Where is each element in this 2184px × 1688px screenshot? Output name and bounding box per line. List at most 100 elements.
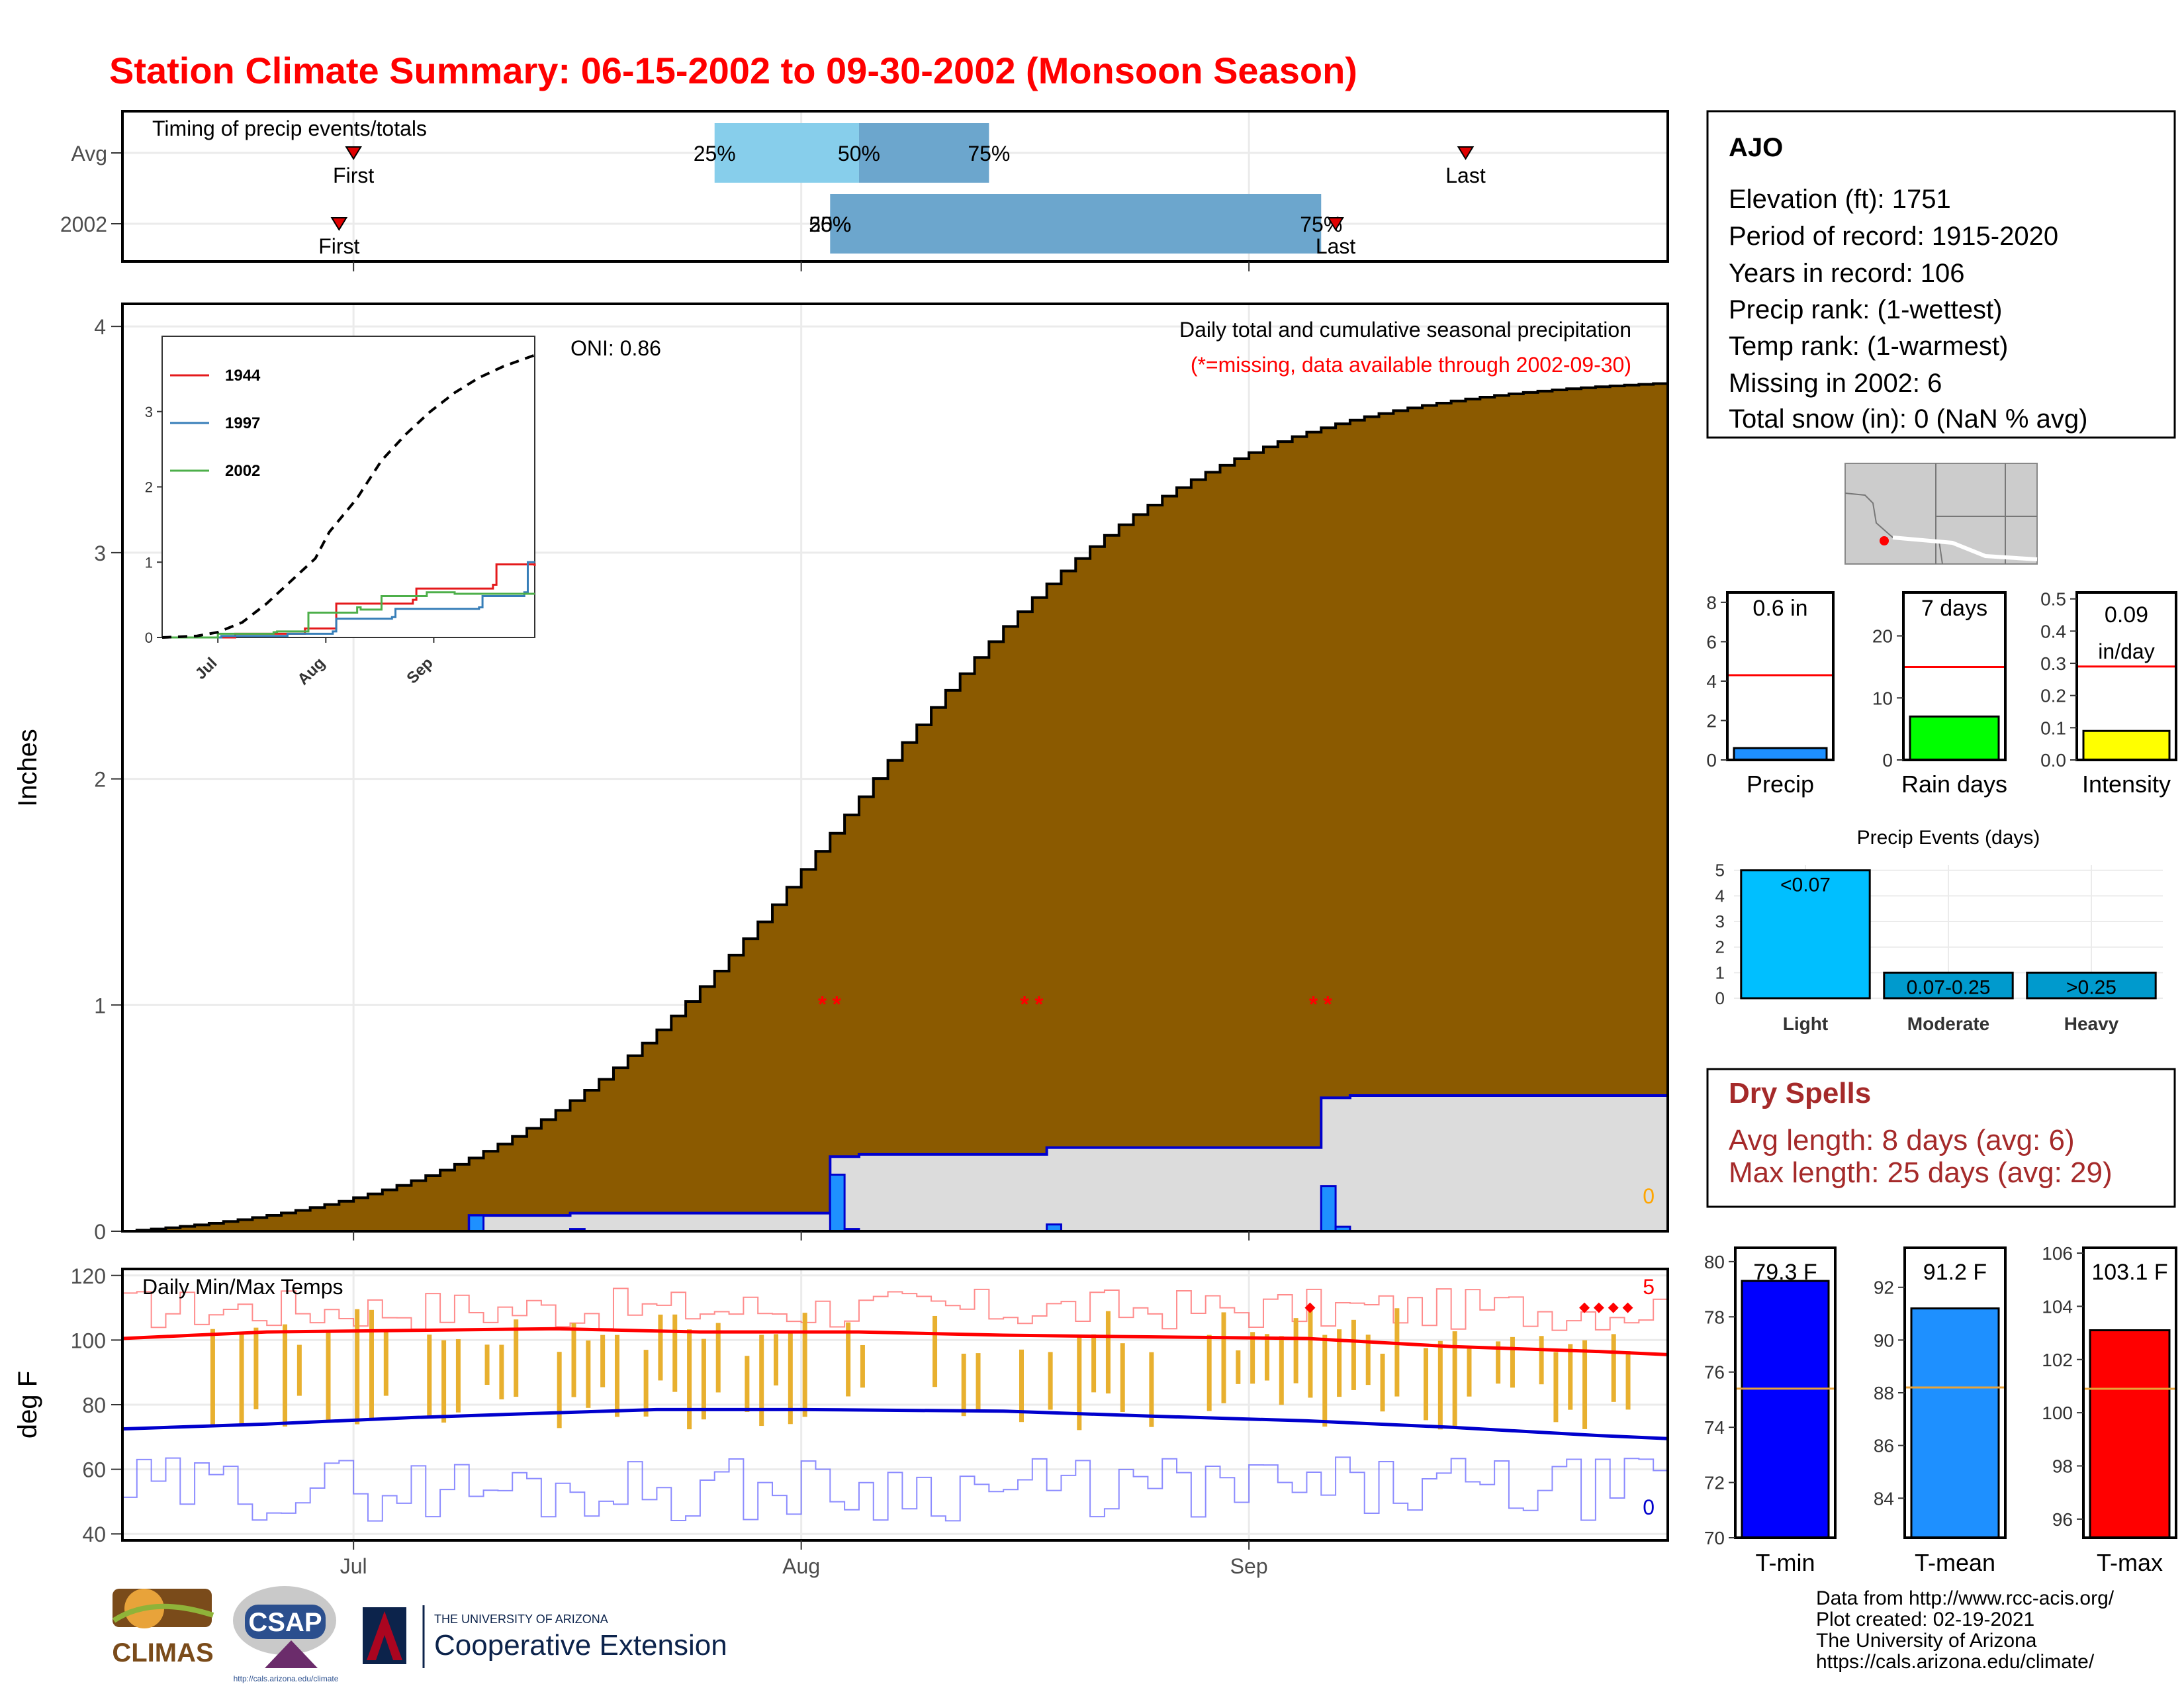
temperature-panel: 40 60 80 100 120 Daily Min/Max Temps 5 0 deg F Ju… <box>13 1264 1669 1578</box>
daily-temp-bar <box>961 1353 966 1417</box>
precip-y-tick-label: 0 <box>94 1220 106 1244</box>
daily-temp-bar <box>1553 1352 1559 1423</box>
precip-total-y-tick-label: 0 <box>1706 750 1717 771</box>
precip-total-y-tick-label: 6 <box>1706 632 1717 652</box>
precip-total-frame <box>1726 591 1835 761</box>
climas-logo: CLIMAS <box>112 1589 214 1667</box>
rain-days-category-label: Rain days <box>1901 771 2007 798</box>
daily-temp-bar <box>1365 1335 1371 1385</box>
daily-temp-bar <box>1625 1351 1631 1410</box>
daily-temp-bar <box>1452 1331 1457 1429</box>
footer-line: Plot created: 02-19-2021 <box>1816 1609 2034 1630</box>
oni-label: ONI: 0.86 <box>570 336 661 360</box>
daily-temp-bar <box>1206 1335 1212 1411</box>
seasonal-temperature-panels: 70 72 74 76 78 80 79.3 F T-min 84 86 88 90 92 91.2 F T… <box>1704 1243 2177 1576</box>
precip-events-y-tick-label: 3 <box>1715 912 1725 931</box>
daily-temp-bar <box>557 1352 562 1429</box>
inset-legend-label: 1944 <box>225 367 261 385</box>
daily-temp-bar <box>658 1314 663 1381</box>
timing-last-marker <box>1457 146 1475 160</box>
inset-frame <box>161 336 535 638</box>
timing-bar-50-75 <box>858 123 989 183</box>
precip-frame <box>121 303 1669 1233</box>
precip-events-y-tick-label: 5 <box>1715 861 1725 880</box>
daily-temp-bar <box>1568 1344 1573 1410</box>
daily-precip-bar <box>1320 1185 1337 1233</box>
precip-events-bar <box>2026 971 2157 1000</box>
daily-temp-bar <box>296 1344 302 1396</box>
daily-temp-bar <box>326 1333 331 1422</box>
svg-text:THE UNIVERSITY OF ARIZONA: THE UNIVERSITY OF ARIZONA <box>434 1613 608 1626</box>
daily-temp-bar <box>369 1309 374 1421</box>
daily-temp-bar <box>1539 1336 1544 1385</box>
station-line: Total snow (in): 0 (NaN % avg) <box>1729 404 2087 434</box>
daily-temp-bar <box>210 1329 215 1425</box>
daily-temp-bar <box>1279 1336 1284 1405</box>
station-info-box: AJO Elevation (ft): 1751 Period of recor… <box>1706 110 2176 439</box>
timing-p75-label: 75% <box>968 142 1010 165</box>
daily-temp-bar <box>1221 1312 1226 1403</box>
precip-total-value-label: 0.6 in <box>1752 596 1807 621</box>
rain-days-frame <box>1902 591 2007 761</box>
precip-events-y-tick-label: 0 <box>1715 988 1725 1008</box>
daily-temp-bar <box>687 1329 692 1430</box>
daily-temp-bar <box>514 1319 519 1397</box>
temp-max-y-tick-label: 104 <box>2042 1296 2073 1317</box>
daily-temp-bar <box>441 1340 447 1423</box>
svg-text:Cooperative Extension: Cooperative Extension <box>434 1629 727 1662</box>
temp-min-y-tick-label: 80 <box>1704 1252 1725 1272</box>
temps-y-tick-label: 60 <box>82 1458 106 1482</box>
daily-temp-bar <box>586 1340 591 1408</box>
temp-mean-y-tick-label: 84 <box>1874 1488 1894 1509</box>
timing-p50-label: 50% <box>838 142 880 165</box>
daily-temp-bar <box>1437 1340 1443 1430</box>
station-line: Temp rank: (1-warmest) <box>1729 332 2008 361</box>
daily-temp-bar <box>802 1313 807 1417</box>
precip-corner-label: 0 <box>1643 1184 1655 1208</box>
timing-frame <box>121 110 1669 263</box>
intensity-y-tick-label: 0.4 <box>2040 621 2066 641</box>
temp-max-bar <box>2089 1329 2171 1539</box>
precip-events-bar <box>1883 971 2014 1000</box>
missing-day-marker: * <box>1034 992 1044 1017</box>
daily-temp-bar <box>1611 1334 1616 1402</box>
inset-series-line <box>161 353 535 639</box>
temp-mean-bar <box>1910 1307 2000 1539</box>
daily-temp-bar <box>1120 1343 1125 1412</box>
daily-temp-bar <box>1264 1334 1269 1381</box>
intensity-frame <box>2075 591 2177 761</box>
station-line: Elevation (ft): 1751 <box>1729 185 1951 214</box>
daily-temp-bar <box>1351 1319 1356 1390</box>
station-line: Period of record: 1915-2020 <box>1729 222 2058 251</box>
intensity-bar <box>2082 729 2171 761</box>
daily-temp-bar <box>1322 1335 1328 1427</box>
inset-legend-label: 1997 <box>225 414 260 432</box>
intensity-value-label-2: in/day <box>2098 639 2154 663</box>
temps-y-tick-label: 40 <box>82 1523 106 1546</box>
intensity-y-tick-label: 0.1 <box>2040 718 2066 738</box>
timing-first-marker <box>345 146 362 160</box>
inset-legend-label: 2002 <box>225 462 260 480</box>
temp-min-frame <box>1734 1246 1837 1539</box>
dry-spells-max: Max length: 25 days (avg: 29) <box>1729 1156 2113 1189</box>
temps-x-tick-label: Aug <box>782 1554 820 1578</box>
missing-day-marker: * <box>1324 992 1333 1017</box>
intensity-y-tick-label: 0.0 <box>2040 750 2066 771</box>
dry-spells-title: Dry Spells <box>1729 1077 1871 1109</box>
daily-temp-bar <box>774 1334 779 1385</box>
timing-first-label: First <box>333 164 374 187</box>
daily-temp-bar <box>499 1344 504 1399</box>
daily-temp-bar <box>1308 1308 1313 1398</box>
footer-line: The University of Arizona <box>1816 1630 2037 1652</box>
timing-first-label: First <box>318 234 359 258</box>
precip-events-bar <box>1740 869 1871 1000</box>
daily-temp-bar <box>1105 1311 1111 1394</box>
daily-temp-bar <box>1077 1336 1082 1430</box>
precip-y-axis-label: Inches <box>13 729 42 807</box>
station-location-dot <box>1880 536 1889 545</box>
temps-title: Daily Min/Max Temps <box>142 1275 343 1299</box>
temps-avg-line <box>122 1407 1668 1440</box>
avg-cumulative-area <box>122 382 1669 1233</box>
